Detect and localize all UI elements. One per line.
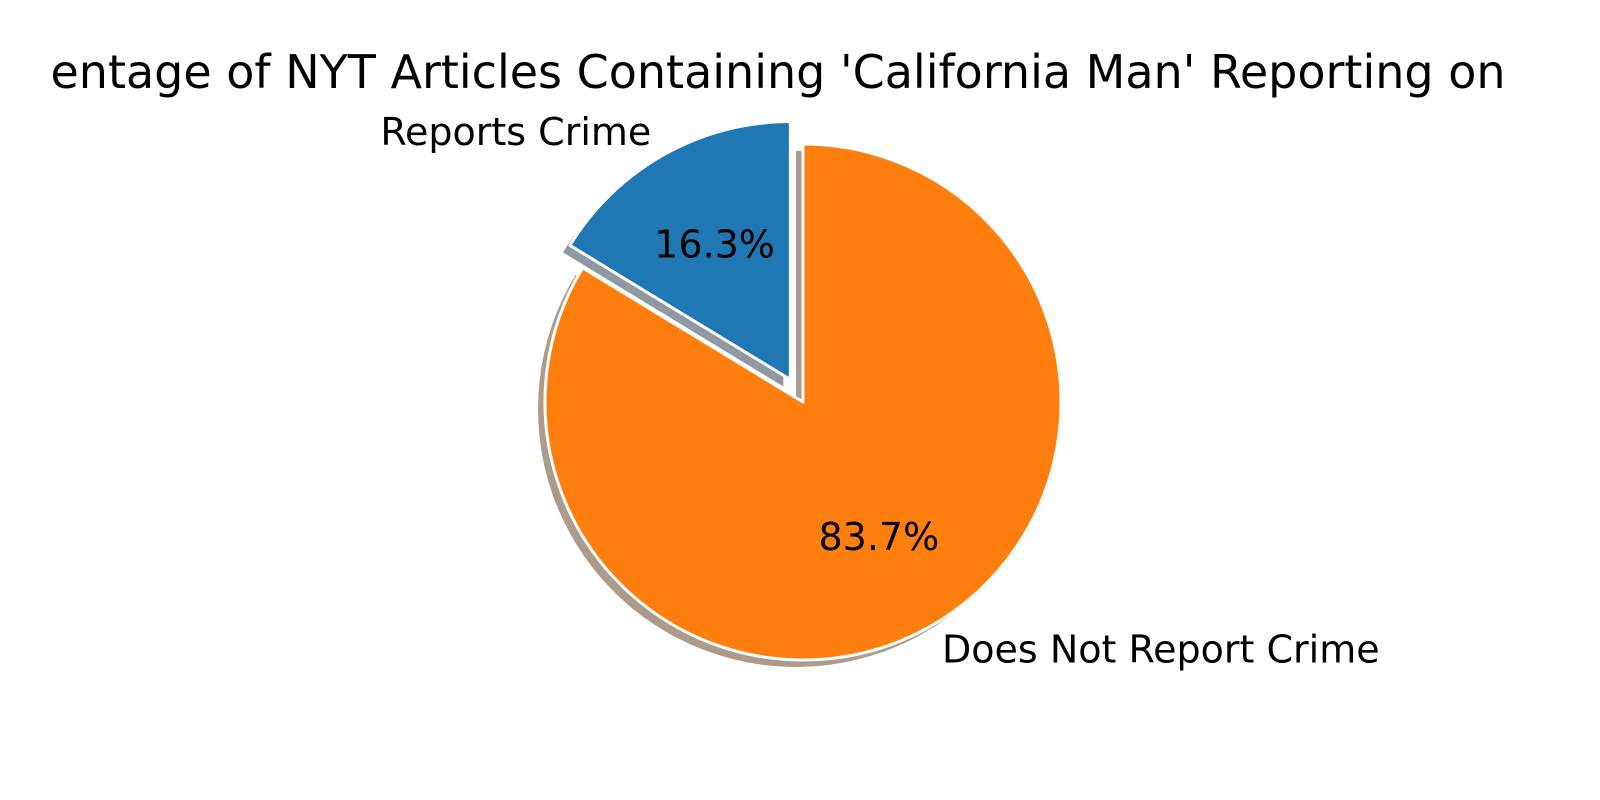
slice-label-does-not-report-crime: Does Not Report Crime — [942, 627, 1380, 671]
pie-slice-reports-crime — [568, 120, 792, 382]
pie-slices — [543, 120, 1063, 662]
slice-percent-reports-crime: 16.3% — [654, 223, 775, 267]
slice-percent-does-not-report-crime: 83.7% — [818, 515, 939, 559]
pie-slice-does-not-report-crime — [543, 142, 1063, 662]
pie-labels: Reports Crime 16.3% Does Not Report Crime 8… — [380, 110, 1379, 671]
chart-title: entage of NYT Articles Containing 'Calif… — [50, 45, 1505, 99]
slice-label-reports-crime: Reports Crime — [380, 110, 651, 154]
